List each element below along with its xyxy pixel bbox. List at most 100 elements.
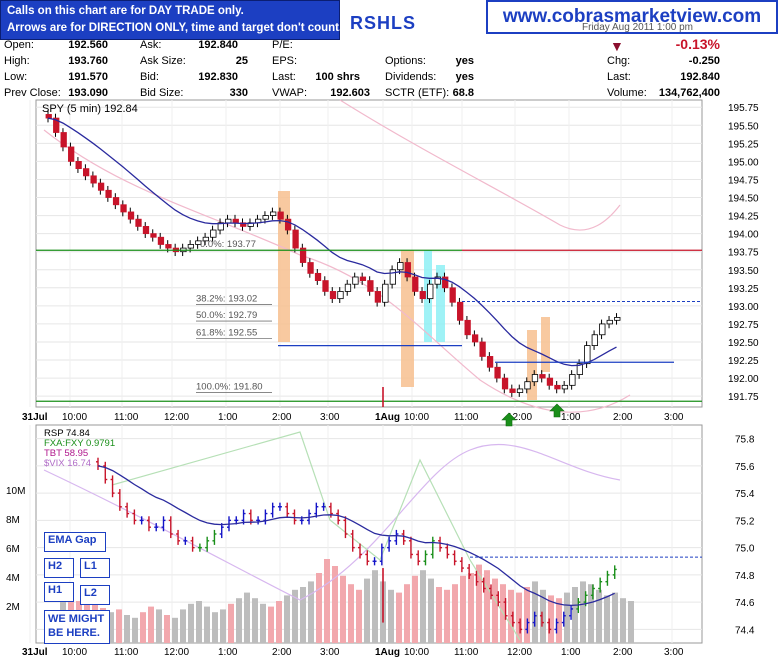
top-time-label: 10:00 xyxy=(404,412,429,423)
highlight-bar xyxy=(401,250,414,387)
rsp-ema-line xyxy=(97,465,615,607)
ema-gap-label: EMA Gap xyxy=(44,532,106,552)
low-label: Low: xyxy=(4,71,28,83)
bottom-tick-label: 75.6 xyxy=(735,462,755,473)
top-tick-label: 194.25 xyxy=(728,212,759,223)
volume-bar xyxy=(260,603,266,643)
high-value: 193.760 xyxy=(68,55,108,67)
prev-close-value: 193.090 xyxy=(68,87,108,99)
fib-label: 100.0%: 191.80 xyxy=(196,382,263,393)
spy-candle xyxy=(427,283,434,300)
volume-bar xyxy=(276,601,282,643)
disclaimer-line2: Arrows are for DIRECTION ONLY, time and … xyxy=(7,22,343,34)
volume-bar xyxy=(212,612,218,643)
top-time-label: 1:00 xyxy=(561,412,581,423)
volume-bar xyxy=(156,609,162,643)
spy-candle xyxy=(60,132,67,148)
spy-candle xyxy=(374,291,382,303)
spy-candle xyxy=(53,117,60,133)
volume-bar xyxy=(436,587,442,643)
top-tick-label: 193.50 xyxy=(728,266,759,277)
spy-candle xyxy=(165,244,172,249)
volume-bar xyxy=(180,609,186,643)
low-value: 191.570 xyxy=(68,71,108,83)
highlight-bar xyxy=(527,330,537,400)
spy-candle xyxy=(554,384,561,390)
spy-candle xyxy=(434,276,441,285)
spy-candle xyxy=(217,222,224,231)
volume-bar xyxy=(572,587,578,643)
volume-bar xyxy=(596,589,602,643)
volume-bar xyxy=(340,575,346,643)
spy-candle xyxy=(195,240,202,245)
l2-label: L2 xyxy=(80,585,110,605)
spy-candle xyxy=(352,276,359,285)
volume-bar xyxy=(628,601,634,643)
spy-candle xyxy=(337,291,344,300)
bottom-time-label: 1Aug xyxy=(375,647,400,658)
rsp-legend-item: $VIX 16.74 xyxy=(44,458,91,469)
spy-candle xyxy=(314,272,322,281)
top-time-label: 11:00 xyxy=(114,412,139,423)
fib-label: 61.8%: 192.55 xyxy=(196,327,257,338)
top-time-label: 12:00 xyxy=(507,412,532,423)
spy-candle xyxy=(494,366,501,379)
bottom-time-label: 11:00 xyxy=(454,647,479,658)
spy-candle xyxy=(457,301,464,321)
time-axis: 31Jul 31Jul 10:00 10:00 11:00 11:00 12:00 12:00… xyxy=(22,412,684,658)
spy-candle xyxy=(157,236,165,245)
volume-bar xyxy=(164,615,170,643)
highlight-bar xyxy=(541,317,550,372)
top-time-label: 2:00 xyxy=(272,412,292,423)
last2-value: 192.840 xyxy=(680,71,720,83)
spy-candle xyxy=(322,280,329,292)
spy-candle xyxy=(599,323,606,336)
volume-bar xyxy=(188,603,194,643)
vwap-value: 192.603 xyxy=(330,87,370,99)
volume-bar xyxy=(324,559,330,643)
options-value: yes xyxy=(455,55,474,67)
volume-bar xyxy=(172,617,178,643)
top-time-label: 12:00 xyxy=(164,412,189,423)
spy-candle xyxy=(584,345,591,365)
prev-close-label: Prev Close: xyxy=(4,87,61,99)
bid-value: 192.830 xyxy=(198,71,238,83)
bottom-time-label: 1:00 xyxy=(218,647,238,658)
bottom-time-label: 12:00 xyxy=(507,647,532,658)
volume-bar xyxy=(476,564,482,643)
top-tick-label: 195.00 xyxy=(728,157,759,168)
green-up-arrow-icon xyxy=(549,403,565,418)
bottom-time-label: 11:00 xyxy=(114,647,139,658)
eps-label: EPS: xyxy=(272,55,298,67)
dividends-label: Dividends: xyxy=(385,71,437,83)
spy-candle xyxy=(187,244,195,249)
volume-bar xyxy=(204,606,210,643)
spy-candle xyxy=(232,218,239,224)
top-grid xyxy=(29,100,702,407)
volume-bar xyxy=(308,581,314,643)
top-tick-label: 195.75 xyxy=(728,103,759,114)
spy-candle xyxy=(135,218,142,227)
spy-candle xyxy=(531,374,539,383)
volume-bar xyxy=(620,598,626,643)
bottom-time-label: 2:00 xyxy=(272,647,292,658)
last-label: Last: xyxy=(272,71,296,83)
top-time-label: 11:00 xyxy=(454,412,479,423)
volume-bar xyxy=(516,592,522,643)
spy-candle xyxy=(202,236,209,242)
high-label: High: xyxy=(4,55,30,67)
spy-candle xyxy=(569,374,576,386)
volume-bar xyxy=(348,584,354,643)
ask-size-value: 25 xyxy=(235,55,248,67)
volume-bar xyxy=(460,575,466,643)
spy-candle xyxy=(150,233,157,238)
spy-candle xyxy=(546,377,554,386)
sctr-label: SCTR (ETF): xyxy=(385,87,450,99)
chg-value: -0.250 xyxy=(688,55,720,67)
spy-candle xyxy=(75,160,82,170)
site-banner[interactable]: www.cobrasmarketview.com xyxy=(486,0,778,34)
bottom-time-label: 10:00 xyxy=(62,647,87,658)
volume-bar xyxy=(556,598,562,643)
spy-candle xyxy=(606,319,613,325)
